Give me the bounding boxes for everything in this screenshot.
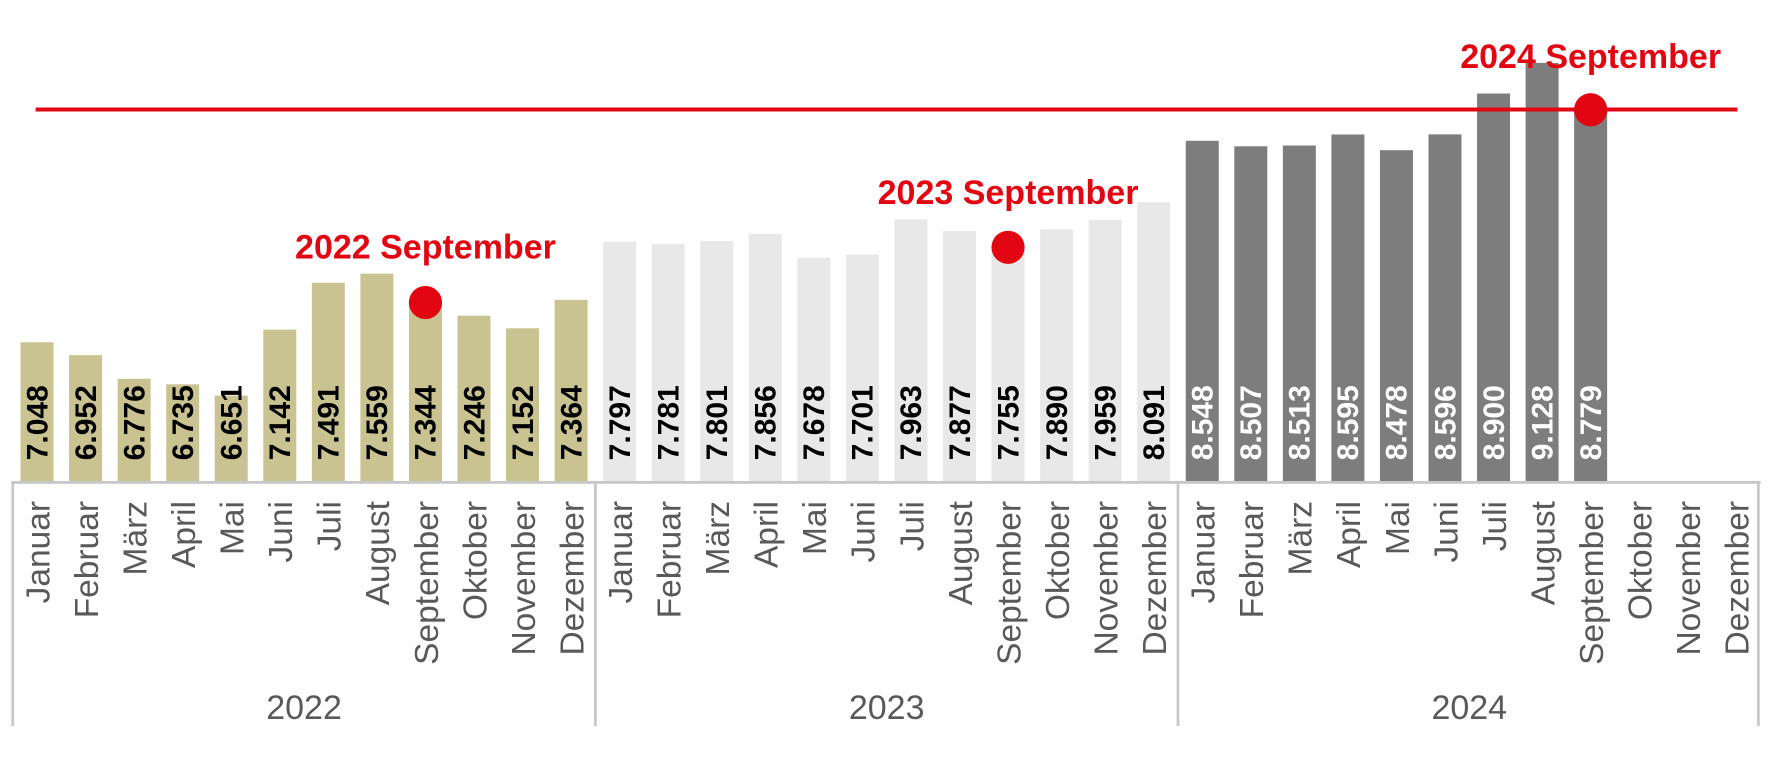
svg-text:2024: 2024 [1431, 689, 1507, 727]
svg-text:November: November [1088, 501, 1125, 656]
svg-text:6.776: 6.776 [118, 385, 151, 460]
svg-text:April: April [1331, 501, 1368, 568]
svg-text:Juni: Juni [263, 501, 300, 562]
svg-text:7.963: 7.963 [895, 385, 928, 460]
svg-text:7.246: 7.246 [458, 385, 491, 460]
svg-text:Oktober: Oktober [1040, 501, 1077, 620]
svg-text:Februar: Februar [69, 501, 106, 618]
svg-text:September: September [409, 501, 446, 665]
svg-text:7.142: 7.142 [264, 385, 297, 460]
svg-text:8.779: 8.779 [1575, 385, 1608, 460]
svg-text:Februar: Februar [1234, 501, 1271, 618]
svg-text:April: April [166, 501, 203, 568]
svg-text:6.952: 6.952 [70, 385, 103, 460]
svg-text:7.890: 7.890 [1041, 385, 1074, 460]
svg-text:8.900: 8.900 [1478, 385, 1511, 460]
svg-text:8.513: 8.513 [1284, 385, 1317, 460]
svg-text:März: März [117, 501, 154, 575]
svg-text:Mai: Mai [215, 501, 252, 555]
svg-text:8.596: 8.596 [1429, 385, 1462, 460]
svg-text:8.548: 8.548 [1187, 385, 1220, 460]
svg-text:7.344: 7.344 [410, 385, 443, 460]
svg-text:Januar: Januar [20, 501, 57, 603]
svg-text:September: September [991, 501, 1028, 665]
svg-text:7.959: 7.959 [1089, 385, 1122, 460]
svg-text:August: August [360, 500, 397, 605]
svg-text:Juli: Juli [894, 501, 931, 551]
svg-text:7.559: 7.559 [361, 385, 394, 460]
svg-text:6.651: 6.651 [216, 385, 249, 460]
svg-text:2022: 2022 [266, 689, 342, 727]
svg-text:8.091: 8.091 [1138, 385, 1171, 460]
svg-text:November: November [1671, 501, 1708, 656]
svg-text:Juni: Juni [1428, 501, 1465, 562]
svg-text:7.048: 7.048 [21, 385, 54, 460]
svg-text:Juni: Juni [846, 501, 883, 562]
svg-text:2023 September: 2023 September [878, 174, 1139, 212]
svg-text:Mai: Mai [797, 501, 834, 555]
svg-text:Juli: Juli [312, 501, 349, 551]
svg-text:Dezember: Dezember [1720, 501, 1757, 656]
svg-text:März: März [1283, 501, 1320, 575]
svg-text:7.364: 7.364 [555, 385, 588, 460]
svg-text:2022 September: 2022 September [295, 229, 556, 267]
svg-text:März: März [700, 501, 737, 575]
svg-text:Dezember: Dezember [554, 501, 591, 656]
svg-text:Mai: Mai [1380, 501, 1417, 555]
svg-text:7.152: 7.152 [507, 385, 540, 460]
svg-text:6.735: 6.735 [167, 385, 200, 460]
svg-text:Juli: Juli [1477, 501, 1514, 551]
svg-text:Dezember: Dezember [1137, 501, 1174, 656]
svg-text:8.507: 8.507 [1235, 385, 1268, 460]
svg-text:November: November [506, 501, 543, 656]
svg-text:Februar: Februar [652, 501, 689, 618]
svg-text:7.877: 7.877 [944, 385, 977, 460]
svg-text:Oktober: Oktober [457, 501, 494, 620]
svg-text:August: August [943, 500, 980, 605]
svg-text:8.478: 8.478 [1381, 385, 1414, 460]
svg-text:7.856: 7.856 [750, 385, 783, 460]
svg-text:2024 September: 2024 September [1460, 38, 1721, 76]
svg-text:7.755: 7.755 [992, 385, 1025, 460]
svg-text:7.701: 7.701 [847, 385, 880, 460]
svg-text:7.491: 7.491 [313, 385, 346, 460]
svg-text:7.678: 7.678 [798, 385, 831, 460]
svg-text:Januar: Januar [603, 501, 640, 603]
svg-text:August: August [1525, 500, 1562, 605]
svg-text:April: April [749, 501, 786, 568]
svg-text:7.801: 7.801 [701, 385, 734, 460]
svg-text:7.797: 7.797 [604, 385, 637, 460]
svg-text:2023: 2023 [849, 689, 925, 727]
svg-text:8.595: 8.595 [1332, 385, 1365, 460]
svg-text:9.128: 9.128 [1526, 385, 1559, 460]
svg-text:Oktober: Oktober [1623, 501, 1660, 620]
svg-text:7.781: 7.781 [653, 385, 686, 460]
svg-text:Januar: Januar [1186, 501, 1223, 603]
svg-text:September: September [1574, 501, 1611, 665]
